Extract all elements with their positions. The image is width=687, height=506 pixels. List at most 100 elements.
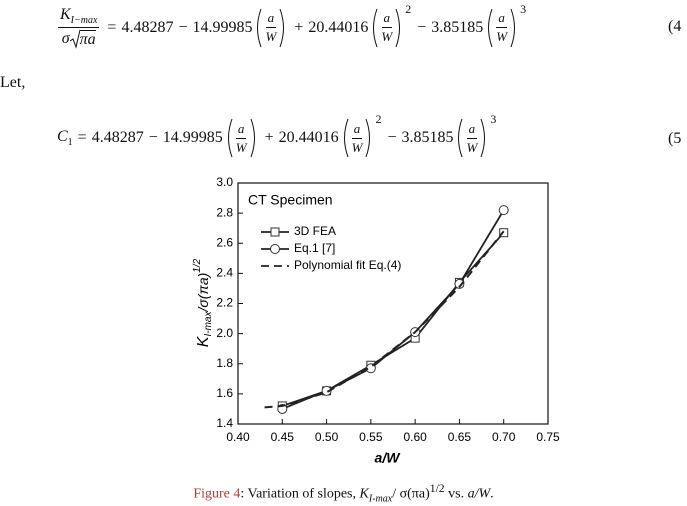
series-line xyxy=(264,230,505,409)
plot-frame xyxy=(237,182,549,425)
paren xyxy=(257,8,262,47)
caption-tail: vs. xyxy=(444,486,468,502)
constant: 4.48287 xyxy=(91,129,144,146)
y-label-rest: /σ(πa) xyxy=(195,273,211,313)
ratio-den: W xyxy=(235,139,247,155)
legend-label: 3D FEA xyxy=(294,224,336,238)
paren xyxy=(227,118,233,158)
y-tick-label: 1.4 xyxy=(216,416,233,430)
power: 2 xyxy=(375,112,382,126)
y-axis-label: KI-max/σ(πa)1/2 xyxy=(192,258,214,347)
power: 3 xyxy=(490,112,497,126)
x-tick-label: 0.40 xyxy=(226,430,250,444)
sign: − xyxy=(417,18,427,36)
y-tick-label: 2.8 xyxy=(216,205,233,219)
paren xyxy=(510,8,516,47)
y-tick-label: 1.8 xyxy=(216,356,233,370)
chart-title: CT Specimen xyxy=(248,192,333,208)
x-tick-label: 0.60 xyxy=(403,430,427,444)
numerator: KI−max xyxy=(58,6,100,29)
power: 2 xyxy=(405,1,412,16)
y-tick-label: 1.6 xyxy=(216,386,233,400)
coefficient: 14.99985 xyxy=(192,18,253,36)
ratio-num: a xyxy=(265,10,277,29)
ratio-den: W xyxy=(496,29,508,45)
caption-text: : Variation of slopes, xyxy=(240,486,360,502)
sign: − xyxy=(178,18,188,36)
legend-label: Polynomial fit Eq.(4) xyxy=(294,258,401,272)
denominator: σ πa xyxy=(62,28,96,49)
y-label-subscript: I-max xyxy=(203,311,214,337)
relation: = xyxy=(107,18,117,36)
ratio-den: W xyxy=(381,29,393,45)
series-line xyxy=(281,209,505,410)
y-tick-label: 2.6 xyxy=(216,235,233,249)
paren xyxy=(343,118,349,158)
paren xyxy=(395,8,401,47)
caption-superscript: 1/2 xyxy=(429,482,445,495)
sigma: σ xyxy=(61,30,70,48)
ratio-num: a xyxy=(351,121,363,139)
coefficient: 20.44016 xyxy=(278,129,339,146)
lhs-fraction: KI−max σ πa xyxy=(58,6,100,49)
paren xyxy=(279,8,285,47)
symbol: C xyxy=(57,127,68,145)
x-tick-label: 0.75 xyxy=(536,430,560,444)
ratio-num: a xyxy=(466,121,478,139)
constant: 4.48287 xyxy=(121,18,174,36)
symbol: K xyxy=(60,6,71,23)
y-tick-label: 2.4 xyxy=(216,266,233,280)
y-tick-label: 3.0 xyxy=(216,175,233,189)
sign: − xyxy=(148,129,158,146)
ratio-num: a xyxy=(381,10,393,29)
sign: − xyxy=(387,129,397,146)
radical xyxy=(69,30,80,49)
caption-rest: / σ(πa) xyxy=(392,486,430,502)
x-tick-label: 0.50 xyxy=(315,430,339,444)
y-tick-label: 2.2 xyxy=(216,296,233,310)
intro-text: Let, xyxy=(0,74,26,91)
paren xyxy=(250,118,255,158)
power: 3 xyxy=(520,1,527,16)
caption-end: . xyxy=(490,486,494,502)
radicand: πa xyxy=(79,29,96,48)
x-tick-label: 0.45 xyxy=(271,430,295,444)
coefficient: 3.85185 xyxy=(401,129,454,146)
y-label-main: K xyxy=(195,335,212,347)
equation-number: (4 xyxy=(668,18,682,35)
figure-caption: Figure 4: Variation of slopes, KI-max/ σ… xyxy=(0,482,687,504)
data-point xyxy=(498,205,509,216)
coefficient: 3.85185 xyxy=(431,18,484,36)
x-tick-label: 0.55 xyxy=(359,430,383,444)
paren xyxy=(365,118,371,158)
subscript: I−max xyxy=(70,15,98,27)
coefficient: 14.99985 xyxy=(162,129,223,146)
ratio-num: a xyxy=(235,121,247,139)
legend-marker xyxy=(270,244,280,254)
lhs: C1 xyxy=(57,128,73,148)
legend-label: Eq.1 [7] xyxy=(294,241,335,255)
chart: CT Specimen a/W KI-max/σ(πa)1/2 0.40 0.45… xyxy=(192,175,560,466)
caption-subscript: I-max xyxy=(368,493,393,505)
caption-symbol: K xyxy=(359,486,369,502)
ratio-den: W xyxy=(265,29,277,45)
caption-variable: a/W xyxy=(467,486,491,502)
paren xyxy=(488,8,493,47)
x-axis-label: a/W xyxy=(375,450,402,466)
sign: + xyxy=(294,18,304,36)
paren xyxy=(458,118,463,158)
paren xyxy=(480,118,486,158)
ratio-den: W xyxy=(466,139,478,155)
coefficient: 20.44016 xyxy=(308,18,369,36)
